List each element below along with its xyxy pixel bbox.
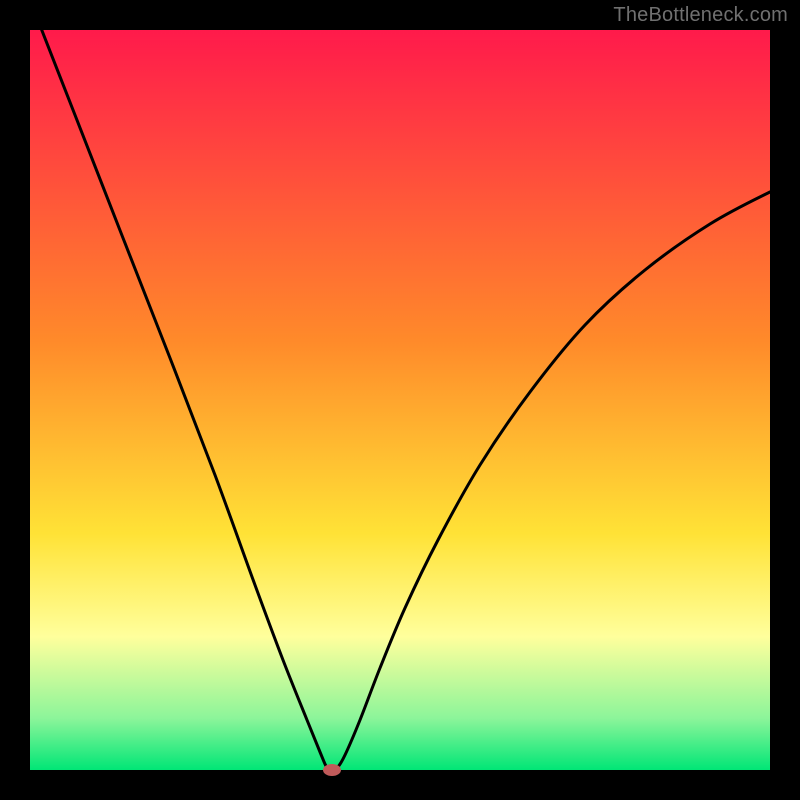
optimal-point-marker [323, 764, 341, 776]
bottleneck-curve [0, 0, 800, 800]
watermark-text: TheBottleneck.com [613, 4, 788, 27]
